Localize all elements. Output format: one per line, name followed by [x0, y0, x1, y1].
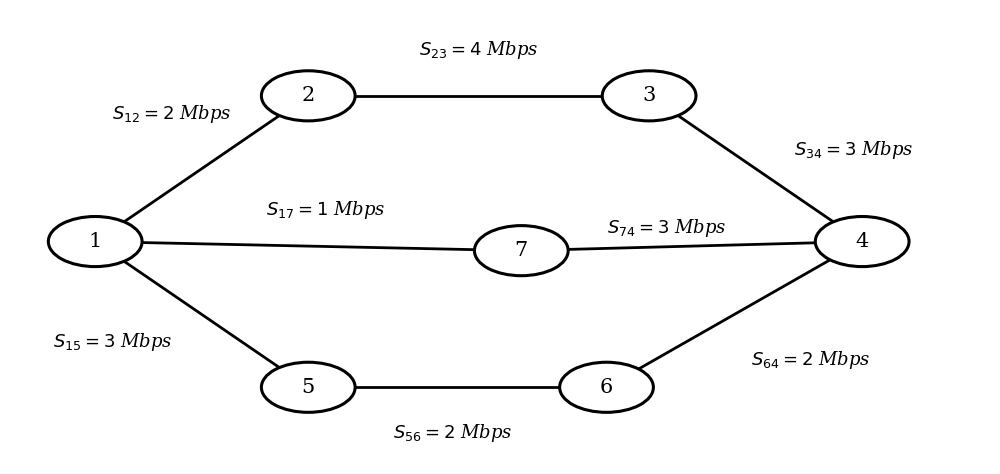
- Text: 1: 1: [89, 232, 102, 251]
- Text: $S_{64} = 2$ Mbps: $S_{64} = 2$ Mbps: [751, 349, 871, 371]
- Text: 4: 4: [856, 232, 869, 251]
- Circle shape: [602, 71, 696, 121]
- Circle shape: [48, 217, 142, 266]
- Text: $S_{15} = 3$ Mbps: $S_{15} = 3$ Mbps: [53, 331, 172, 353]
- Text: 5: 5: [302, 378, 315, 397]
- Circle shape: [815, 217, 909, 266]
- Text: $S_{12} = 2$ Mbps: $S_{12} = 2$ Mbps: [112, 103, 232, 125]
- Text: $S_{56} = 2$ Mbps: $S_{56} = 2$ Mbps: [393, 422, 513, 444]
- Circle shape: [261, 71, 355, 121]
- Text: $S_{23} = 4$ Mbps: $S_{23} = 4$ Mbps: [419, 39, 538, 61]
- Text: 2: 2: [302, 86, 315, 105]
- Text: 6: 6: [600, 378, 613, 397]
- Circle shape: [474, 226, 568, 276]
- Text: $S_{74} = 3$ Mbps: $S_{74} = 3$ Mbps: [607, 217, 726, 239]
- Text: $S_{34} = 3$ Mbps: $S_{34} = 3$ Mbps: [794, 139, 913, 162]
- Circle shape: [261, 362, 355, 412]
- Text: 3: 3: [642, 86, 656, 105]
- Text: 7: 7: [515, 241, 528, 260]
- Circle shape: [560, 362, 653, 412]
- Text: $S_{17} = 1$ Mbps: $S_{17} = 1$ Mbps: [266, 199, 385, 221]
